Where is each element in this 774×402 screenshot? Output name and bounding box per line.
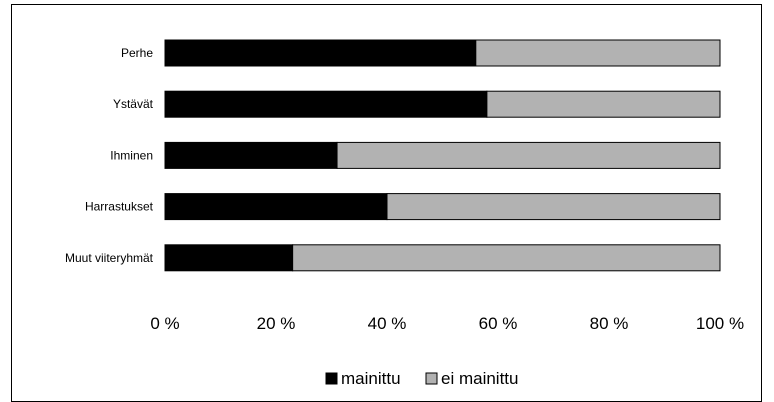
x-tick-label: 40 % — [368, 314, 407, 333]
legend: mainittu ei mainittu — [325, 369, 518, 388]
bar-segment-mainittu — [164, 39, 477, 67]
category-label: Perhe — [121, 46, 153, 60]
x-tick-label: 60 % — [479, 314, 518, 333]
bar-segment-mainittu — [164, 90, 488, 118]
bar-segment-mainittu — [164, 193, 388, 221]
category-label: Harrastukset — [85, 200, 154, 214]
category-labels: Perhe Ystävät Ihminen Harrastukset Muut viit… — [65, 46, 154, 265]
bar-segment-mainittu — [164, 141, 338, 169]
category-label: Muut viiteryhmät — [65, 251, 154, 265]
x-tick-label: 100 % — [696, 314, 744, 333]
bars — [164, 39, 721, 272]
x-tick-label: 80 % — [590, 314, 629, 333]
bar-segment-ei-mainittu — [292, 244, 721, 272]
x-tick-labels: 0 % 20 % 40 % 60 % 80 % 100 % — [150, 314, 744, 333]
legend-label-mainittu: mainittu — [341, 369, 401, 388]
category-label: Ihminen — [110, 148, 153, 162]
bar-segment-ei-mainittu — [475, 39, 721, 67]
legend-swatch-ei-mainittu — [425, 372, 438, 385]
bar-segment-ei-mainittu — [486, 90, 721, 118]
bar-segment-ei-mainittu — [386, 193, 721, 221]
x-tick-label: 20 % — [257, 314, 296, 333]
bar-segment-mainittu — [164, 244, 294, 272]
category-label: Ystävät — [113, 97, 154, 111]
legend-swatch-mainittu — [325, 372, 338, 385]
bar-segment-ei-mainittu — [336, 141, 721, 169]
x-tick-label: 0 % — [150, 314, 179, 333]
legend-label-ei-mainittu: ei mainittu — [441, 369, 518, 388]
